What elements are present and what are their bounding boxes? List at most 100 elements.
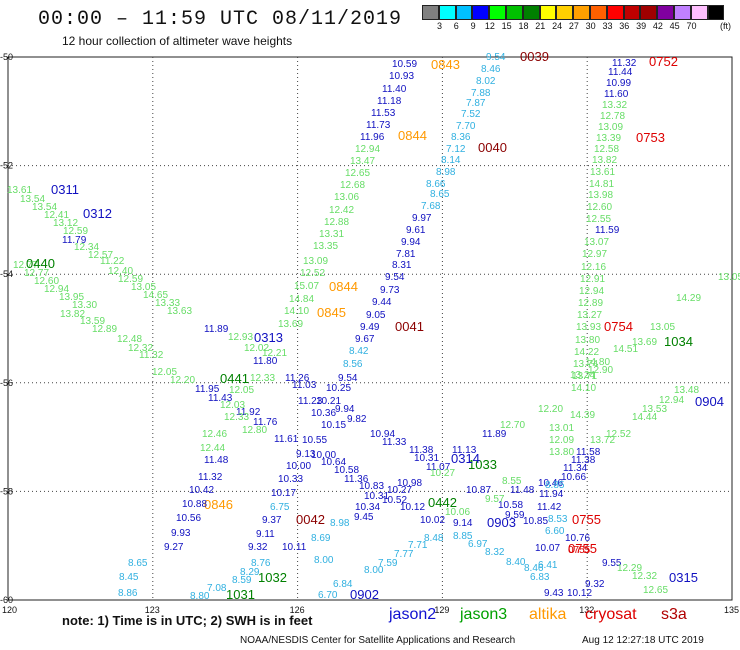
wave-height-label: 9.13 bbox=[296, 449, 316, 460]
wave-height-label: 12.77 bbox=[13, 260, 38, 271]
wave-height-label: 8.65 bbox=[430, 189, 450, 200]
pass-time-label: 0314 bbox=[451, 451, 480, 466]
wave-height-label: 12.59 bbox=[118, 274, 143, 285]
latitude-tick-label: -50 bbox=[0, 52, 13, 62]
wave-height-label: 12.34 bbox=[74, 242, 99, 253]
color-scale-tick: 15 bbox=[501, 21, 512, 31]
wave-height-label: 12.94 bbox=[579, 286, 604, 297]
wave-height-label: 13.48 bbox=[674, 385, 699, 396]
wave-height-label: 12.89 bbox=[578, 298, 603, 309]
wave-height-label: 14.80 bbox=[585, 357, 610, 368]
wave-height-label: 9.97 bbox=[412, 213, 432, 224]
wave-height-label: 13.54 bbox=[20, 194, 45, 205]
wave-height-label: 12.91 bbox=[580, 274, 605, 285]
wave-height-label: 11.92 bbox=[236, 407, 261, 418]
pass-time-label: 0845 bbox=[317, 305, 346, 320]
wave-height-label: 11.43 bbox=[208, 393, 233, 404]
wave-height-label: 12.68 bbox=[340, 180, 365, 191]
wave-height-label: 9.45 bbox=[354, 512, 374, 523]
wave-height-label: 11.38 bbox=[571, 455, 596, 466]
wave-height-label: 13.09 bbox=[303, 256, 328, 267]
wave-height-label: 9.93 bbox=[171, 528, 191, 539]
latitude-tick-label: -54 bbox=[0, 269, 13, 279]
wave-height-label: 9.37 bbox=[262, 515, 282, 526]
legend-item-s3a: s3a bbox=[661, 606, 687, 623]
longitude-tick-label: 129 bbox=[434, 605, 449, 615]
wave-height-label: 12.60 bbox=[34, 276, 59, 287]
footer-credit: NOAA/NESDIS Center for Satellite Applica… bbox=[240, 635, 516, 646]
wave-height-label: 10.88 bbox=[182, 499, 207, 510]
wave-height-label: 9.05 bbox=[366, 310, 386, 321]
wave-height-label: 14.22 bbox=[574, 347, 599, 358]
footer-timestamp: Aug 12 12:27:18 UTC 2019 bbox=[582, 635, 704, 646]
wave-height-label: 10.42 bbox=[189, 485, 214, 496]
wave-height-label: 8.00 bbox=[364, 565, 384, 576]
wave-height-label: 13.39 bbox=[596, 133, 621, 144]
color-scale-swatch bbox=[673, 5, 691, 20]
wave-height-label: 7.81 bbox=[396, 249, 416, 260]
pass-time-label: 1031 bbox=[226, 587, 255, 602]
pass-time-label: 0312 bbox=[83, 206, 112, 221]
wave-height-label: 11.59 bbox=[595, 225, 620, 236]
wave-height-label: 12.33 bbox=[224, 412, 249, 423]
wave-height-label: 12.94 bbox=[659, 395, 684, 406]
wave-height-label: 14.65 bbox=[143, 290, 168, 301]
wave-height-label: 12.97 bbox=[582, 249, 607, 260]
wave-height-label: 12.60 bbox=[587, 202, 612, 213]
wave-height-label: 14.39 bbox=[570, 410, 595, 421]
wave-height-label: 8.53 bbox=[548, 514, 568, 525]
pass-time-label: 0844 bbox=[329, 279, 358, 294]
wave-height-label: 14.81 bbox=[589, 179, 614, 190]
pass-time-label: 0441 bbox=[220, 371, 249, 386]
wave-height-label: 8.76 bbox=[251, 558, 271, 569]
wave-height-label: 12.29 bbox=[617, 563, 642, 574]
color-scale-tick: 24 bbox=[552, 21, 563, 31]
wave-height-label: 8.56 bbox=[343, 359, 363, 370]
pass-time-label: 0904 bbox=[695, 394, 724, 409]
wave-height-label: 12.02 bbox=[244, 343, 269, 354]
latitude-tick-label: -56 bbox=[0, 378, 13, 388]
pass-time-label: 0902 bbox=[350, 587, 379, 602]
wave-height-label: 11.42 bbox=[537, 502, 562, 513]
wave-height-label: 14.44 bbox=[632, 412, 657, 423]
wave-height-label: 13.05 bbox=[131, 282, 156, 293]
wave-height-label: 8.66 bbox=[426, 179, 446, 190]
wave-height-label: 11.58 bbox=[576, 447, 601, 458]
wave-height-label: 10.00 bbox=[311, 450, 336, 461]
wave-height-label: 10.93 bbox=[389, 71, 414, 82]
wave-height-label: 7.08 bbox=[207, 583, 227, 594]
wave-height-label: 6.84 bbox=[333, 579, 353, 590]
wave-height-label: 9.27 bbox=[164, 542, 184, 553]
pass-time-label: 0753 bbox=[636, 130, 665, 145]
wave-height-label: 13.05 bbox=[718, 272, 740, 283]
wave-height-label: 13.27 bbox=[577, 310, 602, 321]
color-scale-tick: 39 bbox=[636, 21, 647, 31]
pass-time-label: 1034 bbox=[664, 334, 693, 349]
wave-height-label: 11.73 bbox=[366, 120, 391, 131]
wave-height-label: 10.56 bbox=[176, 513, 201, 524]
wave-height-label: 12.32 bbox=[128, 343, 153, 354]
wave-height-label: 8.80 bbox=[190, 591, 210, 602]
wave-height-label: 8.42 bbox=[349, 346, 369, 357]
wave-height-label: 13.06 bbox=[334, 192, 359, 203]
wave-height-label: 10.66 bbox=[561, 472, 586, 483]
wave-height-label: 11.33 bbox=[382, 437, 407, 448]
wave-height-label: 10.94 bbox=[370, 429, 395, 440]
wave-height-label: 8.55 bbox=[502, 476, 522, 487]
wave-height-label: 11.79 bbox=[62, 235, 87, 246]
legend-item-cryosat: cryosat bbox=[585, 606, 637, 623]
wave-height-label: 10.21 bbox=[316, 396, 341, 407]
wave-height-label: 10.98 bbox=[397, 478, 422, 489]
pass-time-label: 0846 bbox=[204, 497, 233, 512]
wave-height-label: 10.31 bbox=[414, 453, 439, 464]
wave-height-label: 15.07 bbox=[294, 281, 319, 292]
latitude-tick-label: -58 bbox=[0, 486, 13, 496]
pass-time-label: 0843 bbox=[431, 57, 460, 72]
wave-height-label: 8.65 bbox=[128, 558, 148, 569]
wave-height-label: 8.46 bbox=[481, 64, 501, 75]
wave-height-label: 10.76 bbox=[565, 533, 590, 544]
wave-height-label: 9.61 bbox=[406, 225, 426, 236]
pass-time-label: 0754 bbox=[604, 319, 633, 334]
wave-height-label: 11.23 bbox=[298, 396, 323, 407]
wave-height-label: 10.25 bbox=[326, 383, 351, 394]
